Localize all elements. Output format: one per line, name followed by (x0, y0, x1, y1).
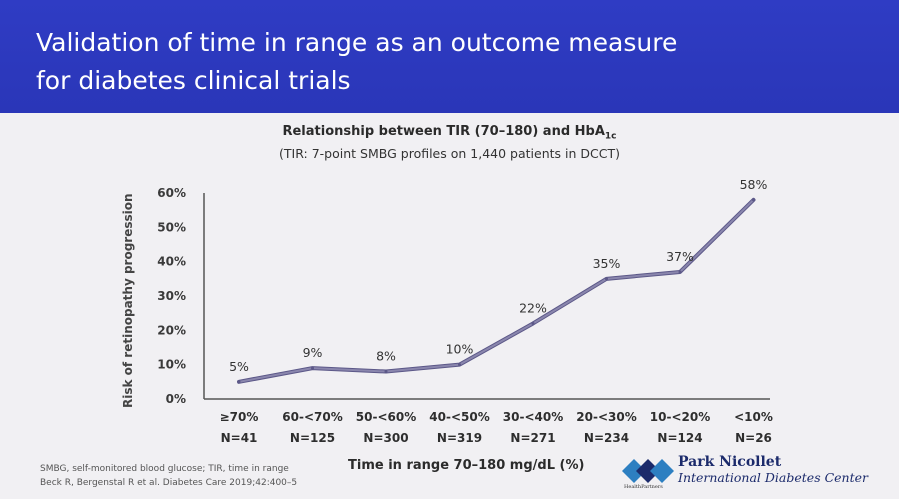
x-category-label: ≥70% (220, 410, 259, 424)
data-label: 35% (593, 256, 621, 271)
y-tick-label: 30% (157, 289, 186, 303)
x-category-label: 50-<60% (356, 410, 416, 424)
x-n-label: N=124 (657, 431, 702, 445)
y-tick-label: 10% (157, 358, 186, 372)
data-point (531, 321, 535, 325)
y-tick-label: 0% (166, 392, 186, 406)
x-category-label: <10% (734, 410, 773, 424)
footnote: SMBG, self-monitored blood glucose; TIR,… (40, 462, 297, 490)
footnote-reference: Beck R, Bergenstal R et al. Diabetes Car… (40, 478, 298, 488)
x-n-label: N=271 (510, 431, 555, 445)
data-point (237, 380, 241, 384)
y-tick-label: 40% (157, 255, 186, 269)
data-label: 5% (229, 359, 249, 374)
x-category-label: 60-<70% (282, 410, 342, 424)
data-point (678, 270, 682, 274)
x-n-label: N=26 (735, 431, 772, 445)
chart-title-text: Relationship between TIR (70–180) and Hb… (282, 124, 605, 139)
x-category-label: 20-<30% (576, 410, 636, 424)
data-label: 9% (303, 345, 323, 360)
logo-name: Park Nicollet (678, 454, 782, 470)
data-point (605, 277, 608, 281)
footnote-abbreviations: SMBG, self-monitored blood glucose; TIR,… (40, 464, 289, 474)
data-label: 22% (519, 300, 547, 315)
park-nicollet-diamond-logo-icon (622, 459, 674, 483)
y-tick-label: 60% (157, 186, 186, 200)
slide-title: Validation of time in range as an outcom… (36, 28, 678, 95)
data-point (384, 370, 388, 374)
data-label: 58% (740, 177, 768, 192)
y-tick-label: 20% (157, 323, 186, 337)
chart-subtitle: (TIR: 7-point SMBG profiles on 1,440 pat… (279, 146, 620, 161)
data-point (458, 363, 461, 367)
logo-tagline: HealthPartners (624, 484, 663, 490)
x-n-label: N=234 (584, 431, 629, 445)
y-tick-label: 50% (157, 220, 186, 234)
x-n-label: N=319 (437, 431, 482, 445)
x-category-label: 10-<20% (650, 410, 710, 424)
logo-subtitle: International Diabetes Center (678, 470, 868, 485)
park-nicollet-logo: Park Nicollet International Diabetes Cen… (620, 454, 880, 494)
chart-title: Relationship between TIR (70–180) and Hb… (0, 124, 899, 142)
x-category-label: 40-<50% (429, 410, 489, 424)
chart-title-subscript: 1c (604, 131, 617, 142)
x-n-label: N=300 (363, 431, 408, 445)
data-point (752, 198, 755, 202)
x-n-label: N=125 (290, 431, 335, 445)
data-label: 37% (666, 249, 694, 264)
y-axis-label: Risk of retinopathy progression (121, 193, 135, 408)
data-point (311, 366, 314, 370)
x-category-label: 30-<40% (503, 410, 563, 424)
x-n-label: N=41 (221, 431, 258, 445)
x-axis-label: Time in range 70–180 mg/dL (%) (348, 458, 585, 473)
data-label: 10% (446, 342, 474, 357)
series-line (238, 198, 755, 383)
data-label: 8% (376, 349, 396, 364)
slide-header: Validation of time in range as an outcom… (0, 0, 899, 113)
